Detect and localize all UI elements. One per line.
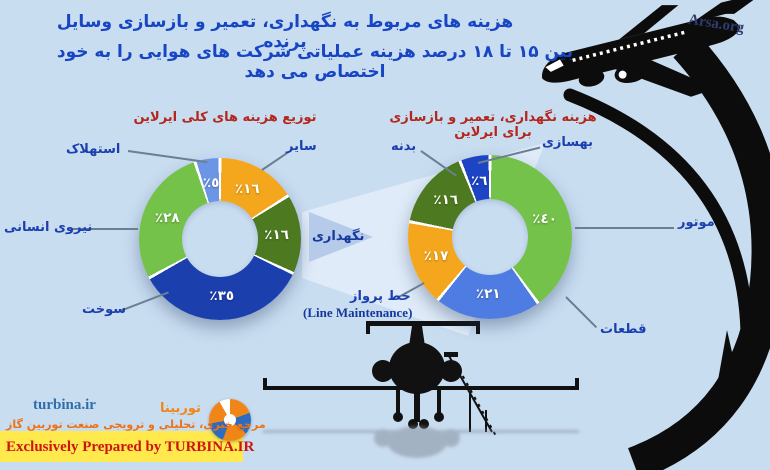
donut-hole <box>182 201 258 277</box>
segment-percent-label: ٪٦ <box>470 172 488 189</box>
turbina-logo-core <box>224 414 236 426</box>
donut-chart-maintenance-costs: ٪٤٠ ٪٢١ ٪١٧ ٪١٦ ٪٦ <box>408 155 572 319</box>
leader-line <box>72 228 138 230</box>
segment-percent-label: ٪٢٨ <box>154 210 180 227</box>
label-other: سایر <box>286 139 317 154</box>
label-refurbishment: بهسازی <box>542 135 593 150</box>
segment-percent-label: ٪٣٥ <box>209 287 235 304</box>
maintenance-stairs <box>448 355 497 437</box>
credit-text: Exclusively Prepared by TURBINA.IR <box>6 439 255 455</box>
airplane-front-silhouette <box>263 321 579 437</box>
turbina-tagline: مرجع خبری، تحلیلی و ترویجی صنعت توربین گ… <box>6 418 266 431</box>
leader-line <box>575 227 674 229</box>
turbina-logo <box>209 399 251 441</box>
connector-label: نگهداری <box>312 229 365 244</box>
segment-percent-label: ٪١٦ <box>433 192 459 209</box>
turbina-brand-farsi: توربینا <box>160 401 201 416</box>
segment-percent-label: ٪٤٠ <box>532 211 557 228</box>
left-chart-title: توزیع هزینه های کلی ایرلاین <box>133 110 317 125</box>
donut-chart-total-airline-costs: ٪١٦ ٪١٦ ٪٣٥ ٪٢٨ ٪٥ <box>139 158 301 320</box>
label-line-maintenance-english: (Line Maintenance) <box>303 305 413 320</box>
segment-percent-label: ٪٥ <box>202 175 220 191</box>
page-title-line2: بین ۱۵ تا ۱۸ درصد هزینه عملیاتی شرکت های… <box>56 42 574 82</box>
segment-percent-label: ٪٢١ <box>475 286 501 303</box>
label-fuel: سوخت <box>82 302 127 317</box>
airplane-reflection <box>263 426 579 458</box>
segment-percent-label: ٪١٦ <box>264 227 289 244</box>
label-engine: موتور <box>678 215 715 230</box>
right-chart-title: هزینه نگهداری، تعمیر و بازسازی برای ایرل… <box>389 110 597 140</box>
turbina-site-link[interactable]: turbina.ir <box>33 397 96 413</box>
donut-hole <box>452 199 528 275</box>
segment-percent-label: ٪١٦ <box>234 181 260 198</box>
contrail-swoosh <box>563 34 770 470</box>
page-title-line1: هزینه های مربوط به نگهداری، تعمیر و بازس… <box>56 12 514 52</box>
connector-arrow-icon <box>309 212 373 262</box>
credit-highlight-strip <box>0 431 243 462</box>
segment-percent-label: ٪١٧ <box>423 248 449 265</box>
label-line-maintenance: خط پرواز <box>350 289 411 304</box>
label-airframe: بدنه <box>391 139 417 154</box>
label-depreciation: استهلاک <box>66 142 121 157</box>
label-parts: قطعات <box>600 322 647 337</box>
label-human-resources: نیروی انسانی <box>4 220 93 235</box>
airplane-flying-icon <box>542 0 761 97</box>
